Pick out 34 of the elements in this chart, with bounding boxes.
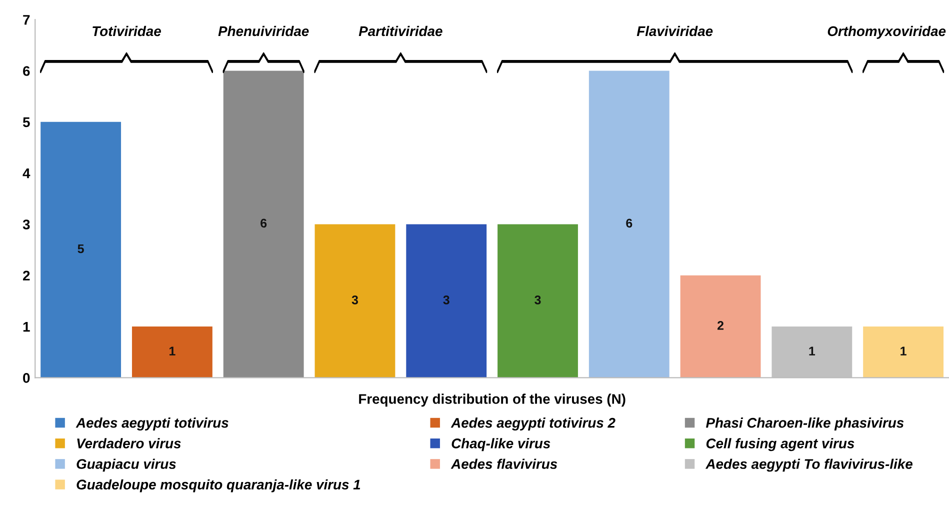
legend-label: Guapiacu virus bbox=[76, 458, 176, 472]
annotation: Flaviviridae bbox=[636, 26, 713, 36]
annotation: Phenuiviridae bbox=[218, 26, 309, 36]
legend-label: Verdadero virus bbox=[77, 438, 181, 448]
data-label: 1 bbox=[809, 346, 816, 356]
legend-label: Aedes aegypti totivirus bbox=[76, 418, 228, 431]
data-label: 3 bbox=[352, 295, 358, 304]
legend-label: Chaq-like virus bbox=[452, 438, 550, 452]
annotation: Orthomyxoviridae bbox=[828, 26, 946, 39]
legend-label: Guadeloupe mosquito quaranja-like virus 1 bbox=[76, 479, 360, 492]
y-tick-label: 1 bbox=[23, 322, 30, 332]
y-tick-label: 2 bbox=[23, 270, 30, 280]
y-tick-label: 4 bbox=[22, 168, 30, 178]
data-label: 1 bbox=[900, 346, 906, 356]
data-label: 5 bbox=[78, 244, 84, 254]
y-tick-label: 6 bbox=[23, 66, 30, 76]
y-tick-label: 5 bbox=[22, 117, 30, 128]
y-tick-label: 3 bbox=[22, 220, 30, 230]
annotation: Partitiviridae bbox=[358, 26, 442, 36]
data-label: 2 bbox=[717, 321, 724, 330]
legend-label: Aedes aegypti totivirus 2 bbox=[450, 418, 616, 431]
annotation: Totiviridae bbox=[92, 26, 161, 36]
data-label: 6 bbox=[260, 218, 267, 228]
legend-label: Phasi Charoen-like phasivirus bbox=[706, 418, 904, 431]
legend-label: Aedes flavivirus bbox=[450, 458, 558, 469]
y-tick-label: 7 bbox=[23, 15, 30, 25]
legend-label: Cell fusing agent virus bbox=[706, 438, 854, 452]
data-label: 3 bbox=[534, 295, 541, 304]
y-tick-label: 0 bbox=[23, 373, 30, 383]
x-axis-title: Frequency distribution of the viruses (N) bbox=[359, 394, 626, 407]
data-label: 6 bbox=[626, 218, 632, 228]
legend-label: Aedes aegypti To flavivirus-like bbox=[705, 458, 912, 472]
data-label: 3 bbox=[443, 295, 450, 304]
data-label: 1 bbox=[170, 346, 176, 356]
